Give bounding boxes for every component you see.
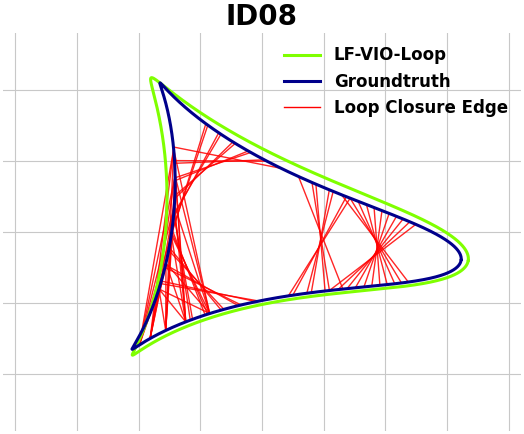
Title: ID08: ID08	[226, 3, 298, 31]
Legend: LF-VIO-Loop, Groundtruth, Loop Closure Edge: LF-VIO-Loop, Groundtruth, Loop Closure E…	[279, 41, 513, 122]
